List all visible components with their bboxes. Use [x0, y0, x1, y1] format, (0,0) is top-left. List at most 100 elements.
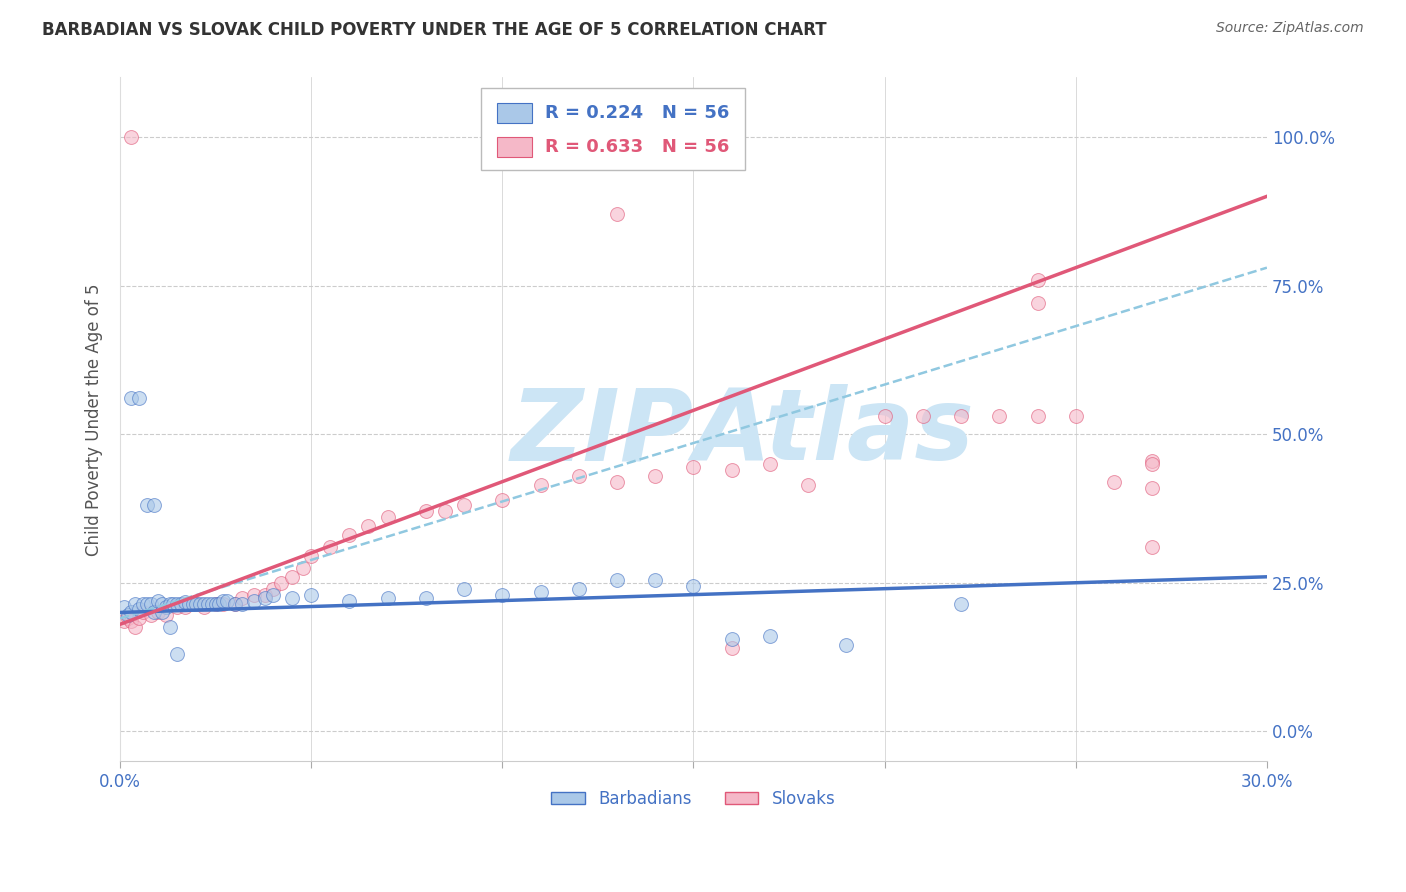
Point [181, 597, 204, 611]
Point [299, 549, 322, 563]
Point [166, 597, 188, 611]
Point [1026, 272, 1049, 286]
Point [529, 584, 551, 599]
Point [357, 519, 380, 533]
Point [491, 492, 513, 507]
Point [112, 615, 135, 629]
Point [212, 597, 235, 611]
Point [215, 593, 238, 607]
Point [281, 591, 304, 605]
Point [1064, 409, 1087, 424]
Point [117, 611, 139, 625]
Point [197, 597, 219, 611]
Point [720, 641, 742, 656]
Point [150, 606, 173, 620]
Point [159, 597, 181, 611]
Point [174, 595, 197, 609]
Point [117, 608, 139, 623]
Point [186, 597, 208, 611]
Point [177, 597, 200, 611]
Text: ZIP: ZIP [510, 384, 693, 482]
Point [682, 459, 704, 474]
Point [148, 593, 170, 607]
Point [950, 409, 973, 424]
Point [242, 588, 264, 602]
Point [124, 597, 146, 611]
Point [231, 597, 253, 611]
Point [201, 597, 224, 611]
Point [143, 606, 166, 620]
Point [606, 207, 628, 221]
Point [120, 392, 142, 406]
Point [166, 647, 188, 661]
Point [128, 611, 150, 625]
Point [188, 597, 211, 611]
Point [281, 570, 304, 584]
Point [242, 593, 264, 607]
Point [254, 591, 277, 605]
Point [135, 597, 157, 611]
FancyBboxPatch shape [481, 87, 745, 169]
Y-axis label: Child Poverty Under the Age of 5: Child Poverty Under the Age of 5 [86, 283, 103, 556]
Point [377, 591, 399, 605]
Point [224, 597, 246, 611]
Point [415, 504, 437, 518]
Point [292, 561, 315, 575]
Point [453, 582, 475, 596]
Point [337, 593, 360, 607]
Point [208, 597, 231, 611]
Point [1140, 481, 1163, 495]
Point [1026, 409, 1049, 424]
Point [204, 597, 226, 611]
Point [166, 599, 188, 614]
Point [568, 582, 591, 596]
Point [162, 597, 184, 611]
Point [606, 475, 628, 489]
Point [568, 468, 591, 483]
Point [337, 528, 360, 542]
Point [759, 457, 782, 471]
Point [193, 597, 215, 611]
Point [262, 582, 284, 596]
Point [606, 573, 628, 587]
Point [433, 504, 456, 518]
Point [231, 591, 253, 605]
Point [1140, 540, 1163, 554]
Point [139, 597, 162, 611]
Point [132, 606, 155, 620]
Point [132, 597, 155, 611]
Point [491, 588, 513, 602]
Point [377, 510, 399, 524]
Point [262, 588, 284, 602]
Text: R = 0.633   N = 56: R = 0.633 N = 56 [546, 138, 730, 156]
Point [797, 477, 820, 491]
Point [224, 597, 246, 611]
Point [155, 599, 177, 614]
FancyBboxPatch shape [498, 103, 531, 123]
Point [139, 608, 162, 623]
Point [950, 597, 973, 611]
Point [204, 597, 226, 611]
Point [720, 463, 742, 477]
Point [529, 477, 551, 491]
Point [415, 591, 437, 605]
Point [720, 632, 742, 647]
Point [174, 599, 197, 614]
Point [150, 597, 173, 611]
FancyBboxPatch shape [498, 136, 531, 157]
Point [212, 593, 235, 607]
Point [270, 575, 292, 590]
Point [159, 620, 181, 634]
Text: BARBADIAN VS SLOVAK CHILD POVERTY UNDER THE AGE OF 5 CORRELATION CHART: BARBADIAN VS SLOVAK CHILD POVERTY UNDER … [42, 21, 827, 38]
Point [1140, 454, 1163, 468]
Point [1102, 475, 1125, 489]
Point [319, 540, 342, 554]
Point [193, 599, 215, 614]
Point [135, 499, 157, 513]
Text: Source: ZipAtlas.com: Source: ZipAtlas.com [1216, 21, 1364, 35]
Point [873, 409, 896, 424]
Point [1026, 296, 1049, 310]
Point [120, 615, 142, 629]
Point [186, 597, 208, 611]
Point [128, 602, 150, 616]
